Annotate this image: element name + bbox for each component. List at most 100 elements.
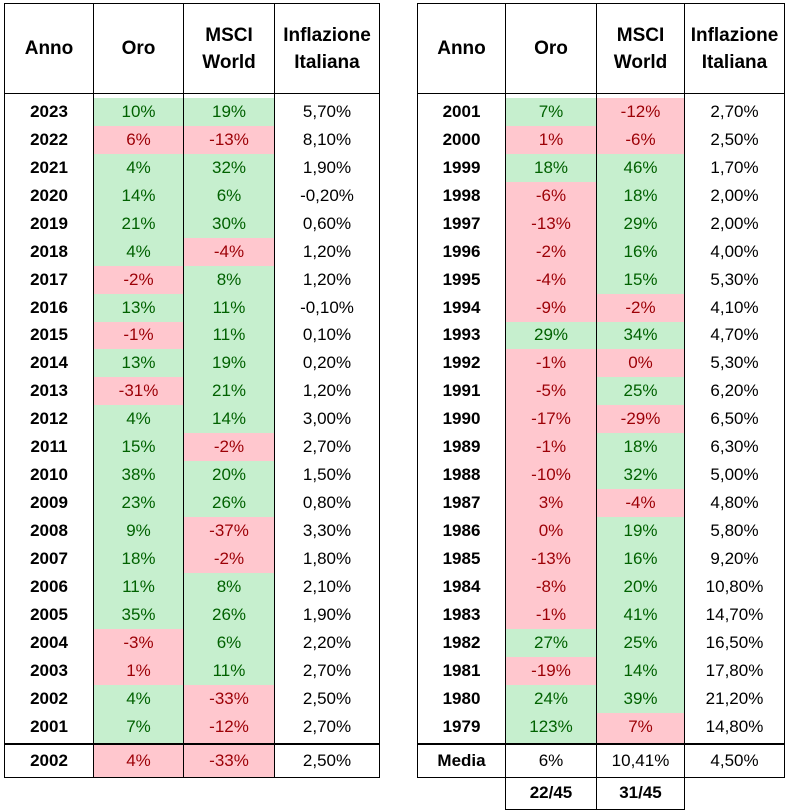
year: 2005 [4, 600, 94, 629]
year: 1983 [417, 600, 506, 629]
gold-return: -4% [505, 265, 597, 294]
gold-return: 3% [505, 489, 597, 518]
msci-return: 19% [183, 98, 275, 126]
table-row: 1985 -13% 16% 9,20% [417, 545, 785, 573]
table-row: 2011 15% -2% 2,70% [4, 433, 380, 462]
final-gold: 4% [93, 742, 184, 778]
year: 1999 [417, 153, 506, 182]
table-row: 2013 -31% 21% 1,20% [4, 377, 380, 406]
table-row: 1983 -1% 41% 14,70% [417, 600, 785, 629]
inflation-value: 16,50% [684, 628, 785, 657]
inflation-value: 21,20% [684, 684, 785, 713]
year: 1998 [417, 181, 506, 210]
msci-return: -12% [183, 712, 275, 744]
msci-return: 30% [183, 209, 275, 238]
gold-return: -6% [505, 181, 597, 210]
gold-return: 21% [93, 209, 184, 238]
inflation-value: 5,30% [684, 265, 785, 294]
table-row: 2001 7% -12% 2,70% [417, 98, 785, 126]
gold-return: 23% [93, 489, 184, 518]
gold-return: 15% [93, 433, 184, 462]
inflation-value: 9,20% [684, 545, 785, 573]
year: 1981 [417, 656, 506, 685]
left-table-body: 2023 10% 19% 5,70% 2022 6% -13% 8,10% 2021 4% 32% 1… [4, 98, 380, 744]
gold-return: 0% [505, 517, 597, 545]
year: 2013 [4, 377, 94, 406]
table-row: 2003 1% 11% 2,70% [4, 656, 380, 685]
msci-return: 29% [596, 209, 685, 238]
msci-return: 32% [596, 461, 685, 490]
header-gold: Oro [93, 3, 184, 94]
table-row: 2005 35% 26% 1,90% [4, 600, 380, 629]
inflation-value: -0,10% [274, 293, 380, 322]
inflation-value: 0,60% [274, 209, 380, 238]
table-row: 1989 -1% 18% 6,30% [417, 433, 785, 462]
gold-return: 6% [93, 125, 184, 154]
table-row: 1999 18% 46% 1,70% [417, 153, 785, 182]
msci-return: 14% [183, 405, 275, 434]
gold-return: 13% [93, 349, 184, 378]
inflation-value: 2,70% [274, 712, 380, 744]
gold-return: -13% [505, 545, 597, 573]
average-msci: 10,41% [596, 742, 685, 778]
gold-positive-count: 22/45 [505, 776, 597, 810]
table-row: 1982 27% 25% 16,50% [417, 628, 785, 657]
msci-return: -4% [596, 489, 685, 518]
table-row: 1990 -17% -29% 6,50% [417, 405, 785, 434]
final-row: 2002 4% -33% 2,50% [4, 742, 380, 778]
gold-return: 4% [93, 237, 184, 266]
gold-return: 7% [93, 712, 184, 744]
year: 2007 [4, 545, 94, 573]
table-row: 1981 -19% 14% 17,80% [417, 656, 785, 685]
year: 2009 [4, 489, 94, 518]
year: 2014 [4, 349, 94, 378]
inflation-value: 4,80% [684, 489, 785, 518]
inflation-value: 2,20% [274, 628, 380, 657]
table-row: 2022 6% -13% 8,10% [4, 125, 380, 154]
msci-return: 16% [596, 237, 685, 266]
header-msci-line2: World [202, 51, 256, 73]
gold-return: -2% [505, 237, 597, 266]
inflation-value: 2,00% [684, 181, 785, 210]
table-row: 2012 4% 14% 3,00% [4, 405, 380, 434]
inflation-value: 1,90% [274, 153, 380, 182]
gold-return: 29% [505, 321, 597, 350]
year: 2016 [4, 293, 94, 322]
year: 1989 [417, 433, 506, 462]
table-row: 1995 -4% 15% 5,30% [417, 265, 785, 294]
inflation-value: 2,00% [684, 209, 785, 238]
msci-return: -2% [183, 545, 275, 573]
table-row: 2004 -3% 6% 2,20% [4, 628, 380, 657]
average-label: Media [417, 742, 506, 778]
year: 2017 [4, 265, 94, 294]
msci-return: -2% [183, 433, 275, 462]
table-row: 2014 13% 19% 0,20% [4, 349, 380, 378]
inflation-value: 2,50% [274, 684, 380, 713]
table-row: 2008 9% -37% 3,30% [4, 517, 380, 545]
msci-return: 46% [596, 153, 685, 182]
year: 2006 [4, 572, 94, 601]
table-row: 1993 29% 34% 4,70% [417, 321, 785, 350]
year: 2011 [4, 433, 94, 462]
year: 1992 [417, 349, 506, 378]
msci-return: 18% [596, 181, 685, 210]
inflation-value: -0,20% [274, 181, 380, 210]
gold-return: 11% [93, 572, 184, 601]
inflation-value: 1,20% [274, 377, 380, 406]
inflation-value: 5,30% [684, 349, 785, 378]
final-inflation: 2,50% [274, 742, 380, 778]
msci-return: 32% [183, 153, 275, 182]
msci-return: 25% [596, 628, 685, 657]
header-msci: MSCI World [183, 3, 275, 94]
year: 1990 [417, 405, 506, 434]
year: 1994 [417, 293, 506, 322]
header-inflation-line2: Italiana [701, 51, 768, 73]
msci-return: 25% [596, 377, 685, 406]
gold-return: -13% [505, 209, 597, 238]
count-blank [418, 777, 506, 809]
year: 2012 [4, 405, 94, 434]
msci-return: 6% [183, 628, 275, 657]
gold-return: -17% [505, 405, 597, 434]
msci-return: 16% [596, 545, 685, 573]
msci-return: -29% [596, 405, 685, 434]
